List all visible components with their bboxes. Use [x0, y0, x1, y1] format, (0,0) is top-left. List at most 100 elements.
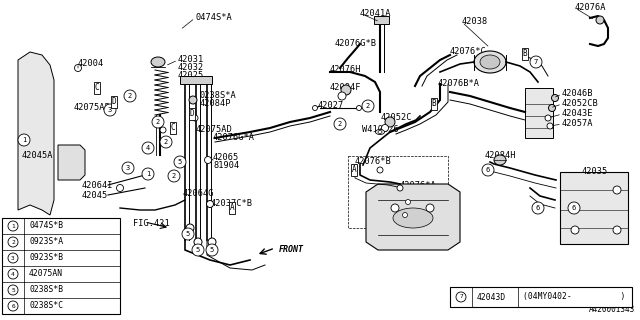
Text: 2: 2	[366, 103, 370, 109]
Text: 42075AP: 42075AP	[74, 103, 111, 113]
Text: C: C	[171, 124, 175, 132]
Text: D: D	[189, 109, 195, 118]
Text: 42076G*B: 42076G*B	[335, 39, 377, 49]
Text: 1: 1	[11, 223, 15, 228]
Ellipse shape	[341, 85, 351, 95]
Text: 6: 6	[486, 167, 490, 173]
Ellipse shape	[186, 224, 194, 232]
Text: 42076*A: 42076*A	[400, 181, 436, 190]
Text: 0474S*B: 0474S*B	[29, 221, 63, 230]
Circle shape	[152, 116, 164, 128]
Text: B: B	[523, 50, 527, 59]
Text: 3: 3	[108, 107, 112, 113]
Text: 4: 4	[146, 145, 150, 151]
Text: B: B	[432, 100, 436, 108]
Text: C: C	[95, 84, 99, 92]
Text: 6: 6	[572, 205, 576, 211]
Text: 3: 3	[126, 165, 130, 171]
Circle shape	[8, 237, 18, 247]
Bar	[450, 287, 632, 307]
Text: 42076A: 42076A	[575, 4, 607, 12]
Ellipse shape	[393, 208, 433, 228]
Text: 42037B*C: 42037B*C	[408, 218, 450, 227]
Text: 42064G: 42064G	[183, 189, 214, 198]
Ellipse shape	[403, 212, 408, 218]
Ellipse shape	[545, 115, 551, 121]
Ellipse shape	[494, 155, 506, 165]
Text: D: D	[112, 98, 116, 107]
Circle shape	[206, 244, 218, 256]
Ellipse shape	[356, 106, 362, 110]
Ellipse shape	[381, 124, 388, 132]
Text: 42041A: 42041A	[360, 10, 392, 19]
Ellipse shape	[378, 131, 382, 133]
Text: 42075AN: 42075AN	[29, 269, 63, 278]
Text: FIG.421: FIG.421	[133, 220, 170, 228]
Circle shape	[122, 162, 134, 174]
Ellipse shape	[312, 106, 317, 110]
Text: A: A	[230, 204, 234, 212]
Text: 42032: 42032	[178, 63, 204, 73]
Ellipse shape	[548, 105, 556, 111]
Ellipse shape	[391, 204, 399, 212]
Text: 2: 2	[128, 93, 132, 99]
Bar	[374, 16, 389, 24]
Bar	[560, 172, 628, 244]
Circle shape	[142, 142, 154, 154]
Text: 6: 6	[536, 205, 540, 211]
Text: 42076B*A: 42076B*A	[438, 79, 480, 89]
Text: 42084F: 42084F	[330, 84, 362, 92]
Circle shape	[362, 100, 374, 112]
Text: 0238S*C: 0238S*C	[29, 301, 63, 310]
Circle shape	[192, 244, 204, 256]
Ellipse shape	[596, 16, 604, 24]
Text: 42076G*A: 42076G*A	[213, 133, 255, 142]
Circle shape	[124, 90, 136, 102]
Text: 2: 2	[156, 119, 160, 125]
Text: FRONT: FRONT	[279, 245, 304, 254]
Ellipse shape	[194, 238, 202, 246]
Text: 42075AD: 42075AD	[196, 125, 233, 134]
Ellipse shape	[160, 127, 166, 133]
Text: 1: 1	[22, 137, 26, 143]
Text: 0923S*B: 0923S*B	[29, 253, 63, 262]
Bar	[180, 76, 212, 84]
Ellipse shape	[151, 57, 165, 67]
Text: 42057A: 42057A	[562, 119, 593, 129]
Circle shape	[530, 56, 542, 68]
Circle shape	[160, 136, 172, 148]
Ellipse shape	[338, 92, 346, 100]
Ellipse shape	[116, 185, 124, 191]
Text: 0923S*A: 0923S*A	[29, 237, 63, 246]
Circle shape	[8, 221, 18, 231]
Text: 7: 7	[534, 59, 538, 65]
Circle shape	[18, 134, 30, 146]
Ellipse shape	[571, 226, 579, 234]
Ellipse shape	[385, 117, 395, 127]
Text: 7: 7	[459, 294, 463, 300]
Ellipse shape	[189, 96, 197, 104]
Text: 42045A: 42045A	[22, 150, 54, 159]
Bar	[348, 156, 448, 228]
Ellipse shape	[205, 156, 211, 164]
Circle shape	[168, 170, 180, 182]
Text: 42045: 42045	[82, 191, 108, 201]
Text: 42037C*D: 42037C*D	[408, 196, 450, 204]
Text: (04MY0402-          ): (04MY0402- )	[523, 292, 625, 301]
Bar	[2, 218, 120, 314]
Text: 42052CB: 42052CB	[562, 100, 599, 108]
Text: 6: 6	[11, 303, 15, 308]
Text: 0238S*B: 0238S*B	[29, 285, 63, 294]
Ellipse shape	[376, 130, 385, 134]
Bar	[525, 88, 553, 138]
Text: 2: 2	[338, 121, 342, 127]
Circle shape	[104, 104, 116, 116]
Text: 5: 5	[186, 231, 190, 237]
Text: 42038: 42038	[462, 18, 488, 27]
Polygon shape	[18, 52, 54, 215]
Text: 42052C: 42052C	[381, 114, 413, 123]
Text: 2: 2	[164, 139, 168, 145]
Text: 4: 4	[11, 271, 15, 276]
Text: W410026: W410026	[362, 125, 399, 134]
Ellipse shape	[426, 204, 434, 212]
